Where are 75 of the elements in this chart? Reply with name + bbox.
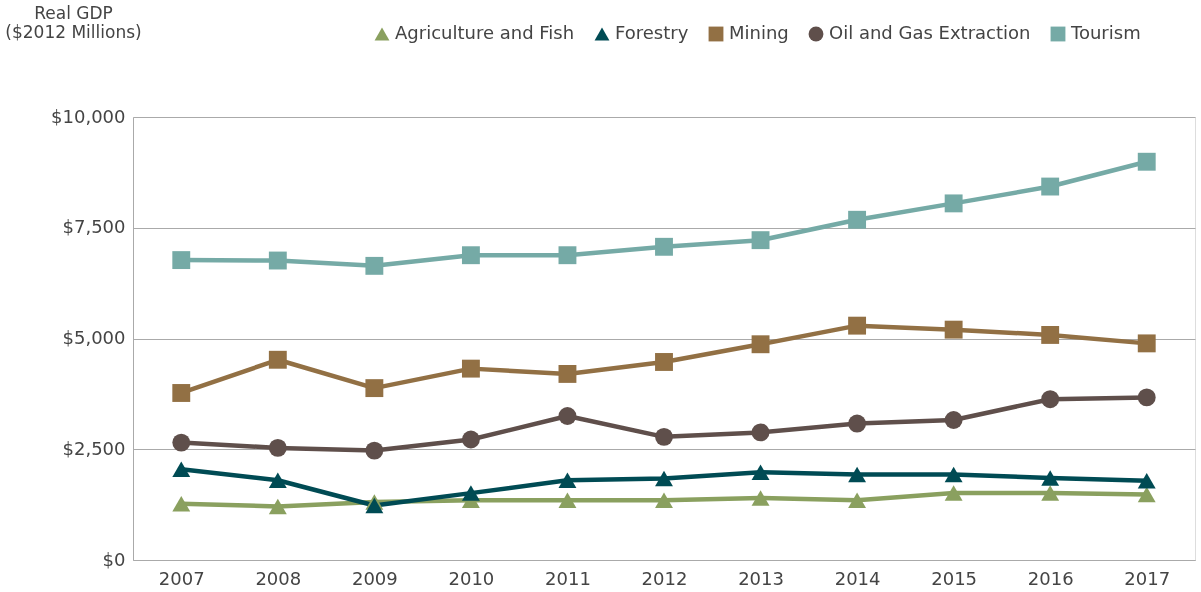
y-axis-title: Real GDP ($2012 Millions): [5, 2, 142, 42]
point: [558, 472, 577, 489]
point: [558, 407, 577, 425]
point: [461, 246, 480, 265]
point: [1041, 470, 1060, 486]
point: [268, 438, 287, 457]
x-tick-label: 2010: [448, 567, 495, 589]
point: [172, 251, 191, 270]
legend-label: Forestry: [615, 22, 689, 43]
x-tick-label: 2008: [255, 567, 302, 589]
x-tick-label: 2016: [1027, 567, 1074, 589]
x-tick-label: 2011: [545, 567, 591, 589]
point: [655, 492, 673, 508]
point: [461, 485, 480, 501]
point: [1041, 485, 1060, 501]
point: [1041, 390, 1060, 409]
point: [1137, 334, 1156, 353]
y-tick-label: $5,000: [62, 327, 126, 348]
point: [268, 472, 287, 489]
point: [1137, 472, 1156, 489]
y-tick-label: $7,500: [62, 216, 126, 238]
point: [1041, 177, 1060, 196]
point: [268, 350, 287, 369]
point: [461, 359, 480, 378]
point: [1137, 486, 1156, 503]
point: [1041, 326, 1060, 344]
point: [751, 335, 770, 354]
point: [848, 210, 867, 229]
point: [558, 365, 577, 383]
point: [172, 495, 191, 512]
point: [944, 466, 963, 483]
point: [848, 414, 867, 433]
point: [365, 497, 384, 514]
point: [751, 423, 770, 442]
legend-label: Oil and Gas Extraction: [829, 22, 1031, 43]
x-tick-label: 2017: [1124, 567, 1171, 589]
point: [751, 231, 770, 250]
x-tick-label: 2013: [738, 567, 784, 589]
point: [944, 411, 963, 429]
point: [1137, 152, 1156, 171]
point: [848, 316, 867, 335]
point: [848, 492, 867, 508]
point: [655, 470, 673, 487]
point: [848, 466, 867, 483]
point: [944, 485, 963, 501]
x-tick-label: 2007: [158, 567, 205, 589]
point: [751, 464, 770, 481]
point: [172, 461, 191, 477]
point: [172, 433, 191, 452]
point: [655, 353, 673, 371]
legend-label: Agriculture and Fish: [395, 22, 575, 43]
point: [268, 498, 287, 515]
point: [268, 251, 287, 270]
x-tick-label: 2012: [641, 567, 688, 589]
point: [655, 237, 673, 256]
point: [365, 379, 384, 398]
x-tick-label: 2015: [931, 567, 978, 589]
point: [655, 427, 673, 446]
point: [365, 256, 384, 275]
point: [172, 384, 191, 402]
x-tick-label: 2009: [351, 567, 398, 589]
x-tick-label: 2014: [834, 567, 881, 589]
point: [944, 320, 963, 339]
y-tick-label: $10,000: [51, 105, 126, 127]
legend-label: Mining: [729, 22, 789, 43]
point: [751, 490, 770, 506]
legend-label: Tourism: [1070, 22, 1141, 43]
y-tick-label: $2,500: [62, 437, 126, 459]
y-tick-label: $0: [102, 548, 126, 570]
point: [558, 492, 577, 508]
point: [365, 441, 384, 460]
point: [558, 246, 577, 265]
point: [1137, 388, 1156, 407]
point: [461, 430, 480, 449]
point: [944, 194, 963, 213]
